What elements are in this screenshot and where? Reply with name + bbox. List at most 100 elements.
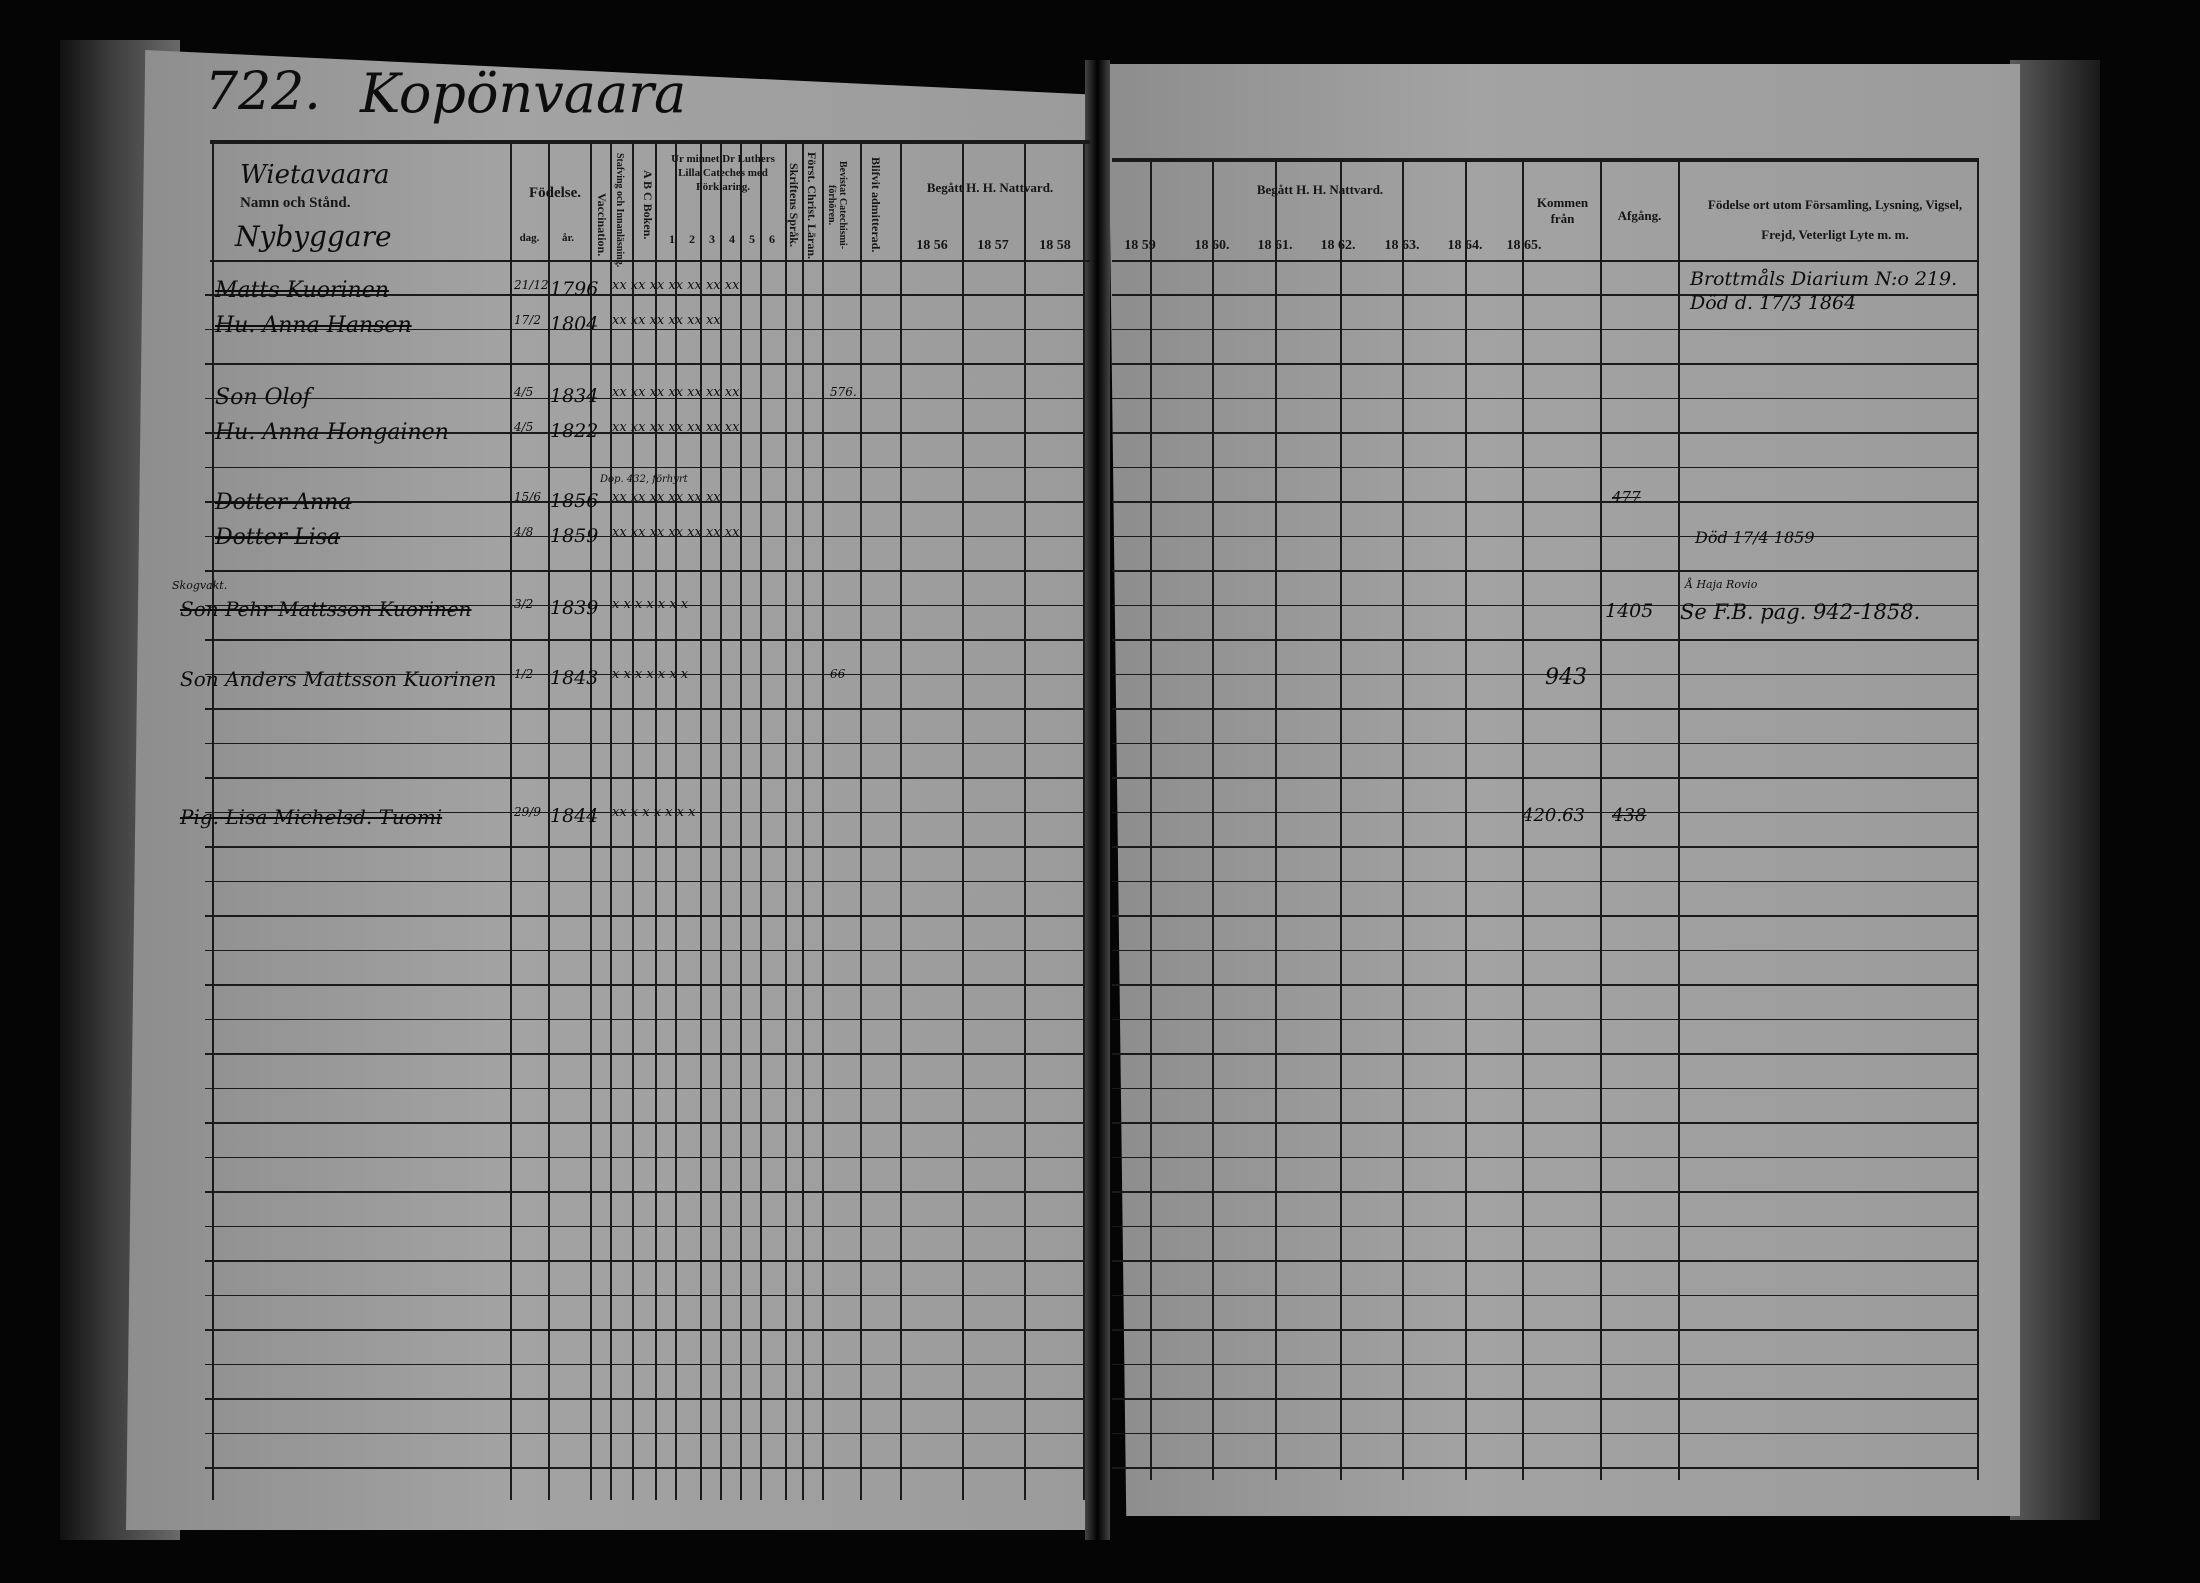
- nattvard-year: 18 59: [1124, 238, 1156, 253]
- nattvard-year: 18 61.: [1257, 238, 1293, 253]
- ruled-line: [205, 915, 1085, 917]
- column-rule: [632, 140, 634, 1500]
- ruled-line: [1112, 915, 1977, 917]
- column-rule: [1600, 158, 1602, 1480]
- ruled-line: [205, 1260, 1085, 1262]
- ruled-line: [205, 1087, 1085, 1089]
- catechism-marks: xx xx xx xx xx xx xx: [612, 385, 740, 400]
- catechism-part: 6: [769, 232, 775, 246]
- birth-day: 4/8: [514, 525, 534, 539]
- note-haja-rovio: Å Haja Rovio: [1685, 578, 1758, 591]
- nattvard-year: 18 60.: [1194, 238, 1230, 253]
- birth-year: 1839: [550, 597, 599, 619]
- admitterad-header: Blifvit admitterad.: [869, 157, 883, 253]
- right-page: [1108, 64, 2020, 1516]
- ruled-line: [1112, 570, 1977, 572]
- ruled-line: [205, 1122, 1085, 1124]
- header-top-rule: [1112, 158, 1977, 162]
- ruled-line: [1112, 604, 1977, 606]
- column-rule: [802, 140, 804, 1500]
- birth-day: 15/6: [514, 490, 541, 504]
- catechism-marks: xx xx xx xx xx xx: [612, 313, 721, 328]
- ruled-line: [205, 1294, 1085, 1296]
- note-death-1859: Död 17/4 1859: [1695, 528, 1815, 547]
- birth-day: 4/5: [514, 420, 534, 434]
- person-name: Son Pehr Mattsson Kuorinen: [180, 597, 472, 621]
- ruled-line: [205, 570, 1085, 572]
- ruled-line: [1112, 639, 1977, 641]
- skriftens-header: Skriftens Språk.: [787, 162, 801, 248]
- ruled-line: [1112, 1467, 1977, 1469]
- catechism-marks: xx xx xx xx xx xx xx: [612, 278, 740, 293]
- birth-day: 21/12: [514, 278, 549, 292]
- catechism-part: 3: [709, 232, 715, 246]
- column-rule: [1024, 140, 1026, 1500]
- column-rule: [1678, 158, 1680, 1480]
- ruled-line: [1112, 535, 1977, 537]
- row-note: Dop. 432, förhyrt: [600, 474, 688, 485]
- ruled-line: [1112, 1122, 1977, 1124]
- ruled-line: [205, 535, 1085, 537]
- note-pehr-reference: Se F.B. pag. 942-1858.: [1680, 600, 1921, 624]
- occupation: Nybyggare: [235, 220, 392, 253]
- ruled-line: [1112, 1294, 1977, 1296]
- ruled-line: [205, 811, 1085, 813]
- header-bottom-rule: [210, 260, 1090, 262]
- ruled-line: [1112, 1225, 1977, 1227]
- afgang-header: Afgång.: [1617, 208, 1662, 223]
- person-name: Son Anders Mattsson Kuorinen: [180, 667, 497, 691]
- catechism-marks: xx xx xx xx xx xx xx: [612, 525, 740, 540]
- ruled-line: [1112, 1156, 1977, 1158]
- column-rule: [1083, 140, 1085, 1500]
- kommen-lisa: 420.63: [1522, 805, 1585, 826]
- afgang-lisa: 438: [1612, 805, 1647, 826]
- nattvard-header-right: Begått H. H. Nattvard.: [1256, 182, 1384, 197]
- person-name: Dotter Lisa: [215, 525, 341, 550]
- column-rule: [1465, 158, 1467, 1480]
- column-rule: [1402, 158, 1404, 1480]
- ruled-line: [1112, 501, 1977, 503]
- ruled-line: [1112, 1087, 1977, 1089]
- person-name: Hu. Anna Hansen: [215, 313, 412, 338]
- nattvard-year: 18 64.: [1447, 238, 1483, 253]
- column-rule: [1275, 158, 1277, 1480]
- column-rule: [610, 140, 612, 1500]
- ruled-line: [1112, 1191, 1977, 1193]
- column-rule: [700, 140, 702, 1500]
- column-rule: [1340, 158, 1342, 1480]
- ruled-line: [1112, 363, 1977, 365]
- nattvard-year: 18 65.: [1506, 238, 1542, 253]
- ruled-line: [1112, 846, 1977, 848]
- column-rule: [822, 140, 824, 1500]
- column-rule: [1522, 158, 1524, 1480]
- birth-year: 1859: [550, 525, 599, 547]
- header-bottom-rule: [1112, 260, 1977, 262]
- column-rule: [860, 140, 862, 1500]
- catechism-part: 2: [689, 232, 695, 246]
- ruled-line: [205, 708, 1085, 710]
- village-title: Kopönvaara: [360, 62, 687, 125]
- ruled-line: [205, 1329, 1085, 1331]
- vaccination-header: Vaccination.: [595, 193, 609, 257]
- ruled-line: [1112, 1398, 1977, 1400]
- person-name: Son Olof: [215, 385, 311, 410]
- row-prefix: Skogvakt.: [172, 579, 228, 592]
- catechism-part: 4: [729, 232, 735, 246]
- column-rule: [1150, 158, 1152, 1480]
- catechism-part: 1: [669, 232, 675, 246]
- catechism-header: Ur minnet Dr Luthers Lilla Cateches med …: [671, 153, 775, 193]
- afgang-pehr: 1405: [1605, 600, 1654, 622]
- ruled-line: [205, 984, 1085, 986]
- ruled-line: [1112, 777, 1977, 779]
- birth-year: 1822: [550, 420, 599, 442]
- birth-header: Födelse.: [528, 185, 582, 201]
- notes-header: Födelse ort utom Församling, Lysning, Vi…: [1707, 197, 1963, 242]
- nattvard-year: 18 62.: [1320, 238, 1356, 253]
- admitted-number: 576.: [830, 385, 857, 399]
- name-column-header: Namn och Stånd.: [240, 195, 351, 211]
- ruled-line: [205, 294, 1085, 296]
- ruled-line: [205, 501, 1085, 503]
- column-rule: [900, 140, 902, 1500]
- column-rule: [720, 140, 722, 1500]
- birth-year: 1856: [550, 490, 599, 512]
